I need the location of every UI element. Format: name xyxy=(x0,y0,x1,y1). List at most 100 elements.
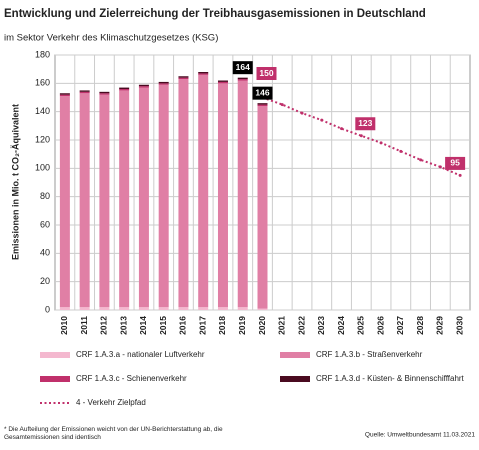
bar-segment xyxy=(257,104,268,106)
x-tick-label: 2024 xyxy=(336,316,346,335)
y-tick-label: 120 xyxy=(35,134,50,144)
x-tick-label: 2015 xyxy=(158,316,168,335)
source: Quelle: Umweltbundesamt 11.03.2021 xyxy=(365,432,475,439)
x-tick-label: 2017 xyxy=(197,316,207,335)
y-tick-label: 140 xyxy=(35,106,50,116)
y-tick-label: 60 xyxy=(40,219,50,229)
bar-segment xyxy=(198,72,209,74)
x-tick-label: 2014 xyxy=(138,316,148,335)
bar-segment xyxy=(59,96,70,308)
bar-segment xyxy=(237,77,248,80)
bar-segment xyxy=(99,93,110,95)
y-tick-label: 20 xyxy=(40,276,50,286)
y-tick-label: 80 xyxy=(40,191,50,201)
x-tick-label: 2030 xyxy=(454,316,464,335)
bar-segment xyxy=(257,308,268,310)
legend-label: CRF 1.A.3.a - nationaler Luftverkehr xyxy=(76,350,205,359)
bar-segment xyxy=(119,87,130,89)
bar-segment xyxy=(59,93,70,95)
legend-label: 4 - Verkehr Zielpfad xyxy=(76,398,146,407)
target-point xyxy=(300,111,304,115)
x-tick-label: 2013 xyxy=(118,316,128,335)
x-tick-label: 2012 xyxy=(99,316,109,335)
label-box xyxy=(355,117,376,131)
bar-segment xyxy=(158,81,169,84)
x-tick-label: 2018 xyxy=(217,316,227,335)
bar-segment xyxy=(178,307,189,310)
legend-swatch xyxy=(280,352,310,358)
bar-segment xyxy=(79,91,90,94)
x-tick-label: 2010 xyxy=(59,316,69,335)
x-tick-label: 2026 xyxy=(375,316,385,335)
bar-segment xyxy=(178,76,189,78)
target-point xyxy=(280,103,284,107)
bar-segment xyxy=(138,86,149,88)
bar-segment xyxy=(138,307,149,310)
bar-segment xyxy=(119,89,130,91)
bar-segment xyxy=(119,90,130,308)
x-tick-label: 2029 xyxy=(435,316,445,335)
data-label: 146 xyxy=(255,87,269,97)
bar-segment xyxy=(257,106,268,309)
bar-segment xyxy=(198,307,209,310)
y-tick-label: 100 xyxy=(35,163,50,173)
x-tick-label: 2020 xyxy=(257,316,267,335)
y-axis-label: Emissionen in Mio. t CO₂-Äquivalent xyxy=(10,104,20,260)
bar-segment xyxy=(99,307,110,310)
bar-segment xyxy=(257,103,268,105)
bar-segment xyxy=(237,79,248,81)
x-tick-label: 2016 xyxy=(178,316,188,335)
x-tick-label: 2023 xyxy=(316,316,326,335)
footnote-box: * Die Aufteilung der Emissionen weicht v… xyxy=(4,426,223,441)
x-tick-label: 2022 xyxy=(296,316,306,335)
bar-segment xyxy=(237,307,248,310)
target-point xyxy=(340,127,344,131)
chart-title: Entwicklung und Zielerreichung der Treib… xyxy=(4,8,426,20)
legend-label: CRF 1.A.3.c - Schienenverkehr xyxy=(76,374,187,383)
bar-segment xyxy=(99,94,110,308)
target-line xyxy=(262,96,461,177)
target-point xyxy=(359,134,363,138)
bar-segment xyxy=(237,80,248,308)
bar-segment xyxy=(217,80,228,82)
target-point xyxy=(320,118,324,122)
x-tick-label: 2021 xyxy=(277,316,287,335)
bar-segment xyxy=(217,81,228,84)
data-label: 123 xyxy=(358,118,372,128)
label-box xyxy=(232,61,253,75)
label-box xyxy=(252,86,273,100)
bar-segment xyxy=(158,83,169,85)
bar-segment xyxy=(119,307,130,310)
bar-segment xyxy=(138,84,149,87)
legend-label: CRF 1.A.3.d - Küsten- & Binnenschifffahr… xyxy=(316,374,465,383)
target-point xyxy=(379,141,383,145)
legend-swatch xyxy=(40,376,70,382)
legend-label: CRF 1.A.3.b - Straßenverkehr xyxy=(316,350,423,359)
data-label: 150 xyxy=(259,68,273,78)
bar-segment xyxy=(138,87,149,308)
bar-segment xyxy=(59,94,70,97)
bar-segment xyxy=(178,79,189,308)
y-tick-label: 160 xyxy=(35,78,50,88)
x-tick-label: 2028 xyxy=(415,316,425,335)
data-label: 164 xyxy=(236,62,250,72)
legend-swatch xyxy=(280,376,310,382)
y-tick-label: 0 xyxy=(45,304,50,314)
bar-segment xyxy=(79,93,90,308)
legend-swatch xyxy=(40,352,70,358)
y-tick-label: 40 xyxy=(40,248,50,258)
x-tick-label: 2027 xyxy=(395,316,405,335)
target-point xyxy=(419,158,423,162)
x-tick-label: 2019 xyxy=(237,316,247,335)
bar-segment xyxy=(178,77,189,80)
bar-segment xyxy=(217,307,228,310)
chart-subtitle: im Sektor Verkehr des Klimaschutzgesetze… xyxy=(4,33,218,44)
data-label: 95 xyxy=(450,158,460,168)
x-tick-label: 2011 xyxy=(79,316,89,335)
bar-segment xyxy=(198,73,209,75)
bar-segment xyxy=(158,84,169,308)
label-box xyxy=(445,156,466,170)
bar-segment xyxy=(79,307,90,310)
bar-segment xyxy=(198,74,209,308)
